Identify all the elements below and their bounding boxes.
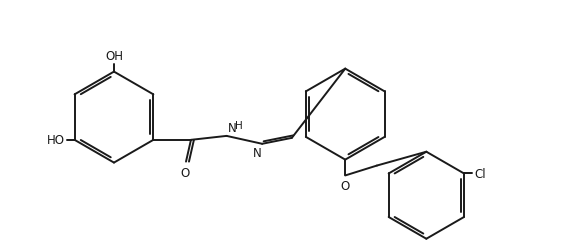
Text: N: N — [252, 146, 261, 159]
Text: H: H — [236, 120, 243, 131]
Text: OH: OH — [105, 49, 123, 62]
Text: Cl: Cl — [474, 167, 486, 180]
Text: HO: HO — [47, 134, 65, 147]
Text: N: N — [227, 121, 236, 134]
Text: O: O — [340, 180, 350, 193]
Text: O: O — [180, 166, 189, 179]
